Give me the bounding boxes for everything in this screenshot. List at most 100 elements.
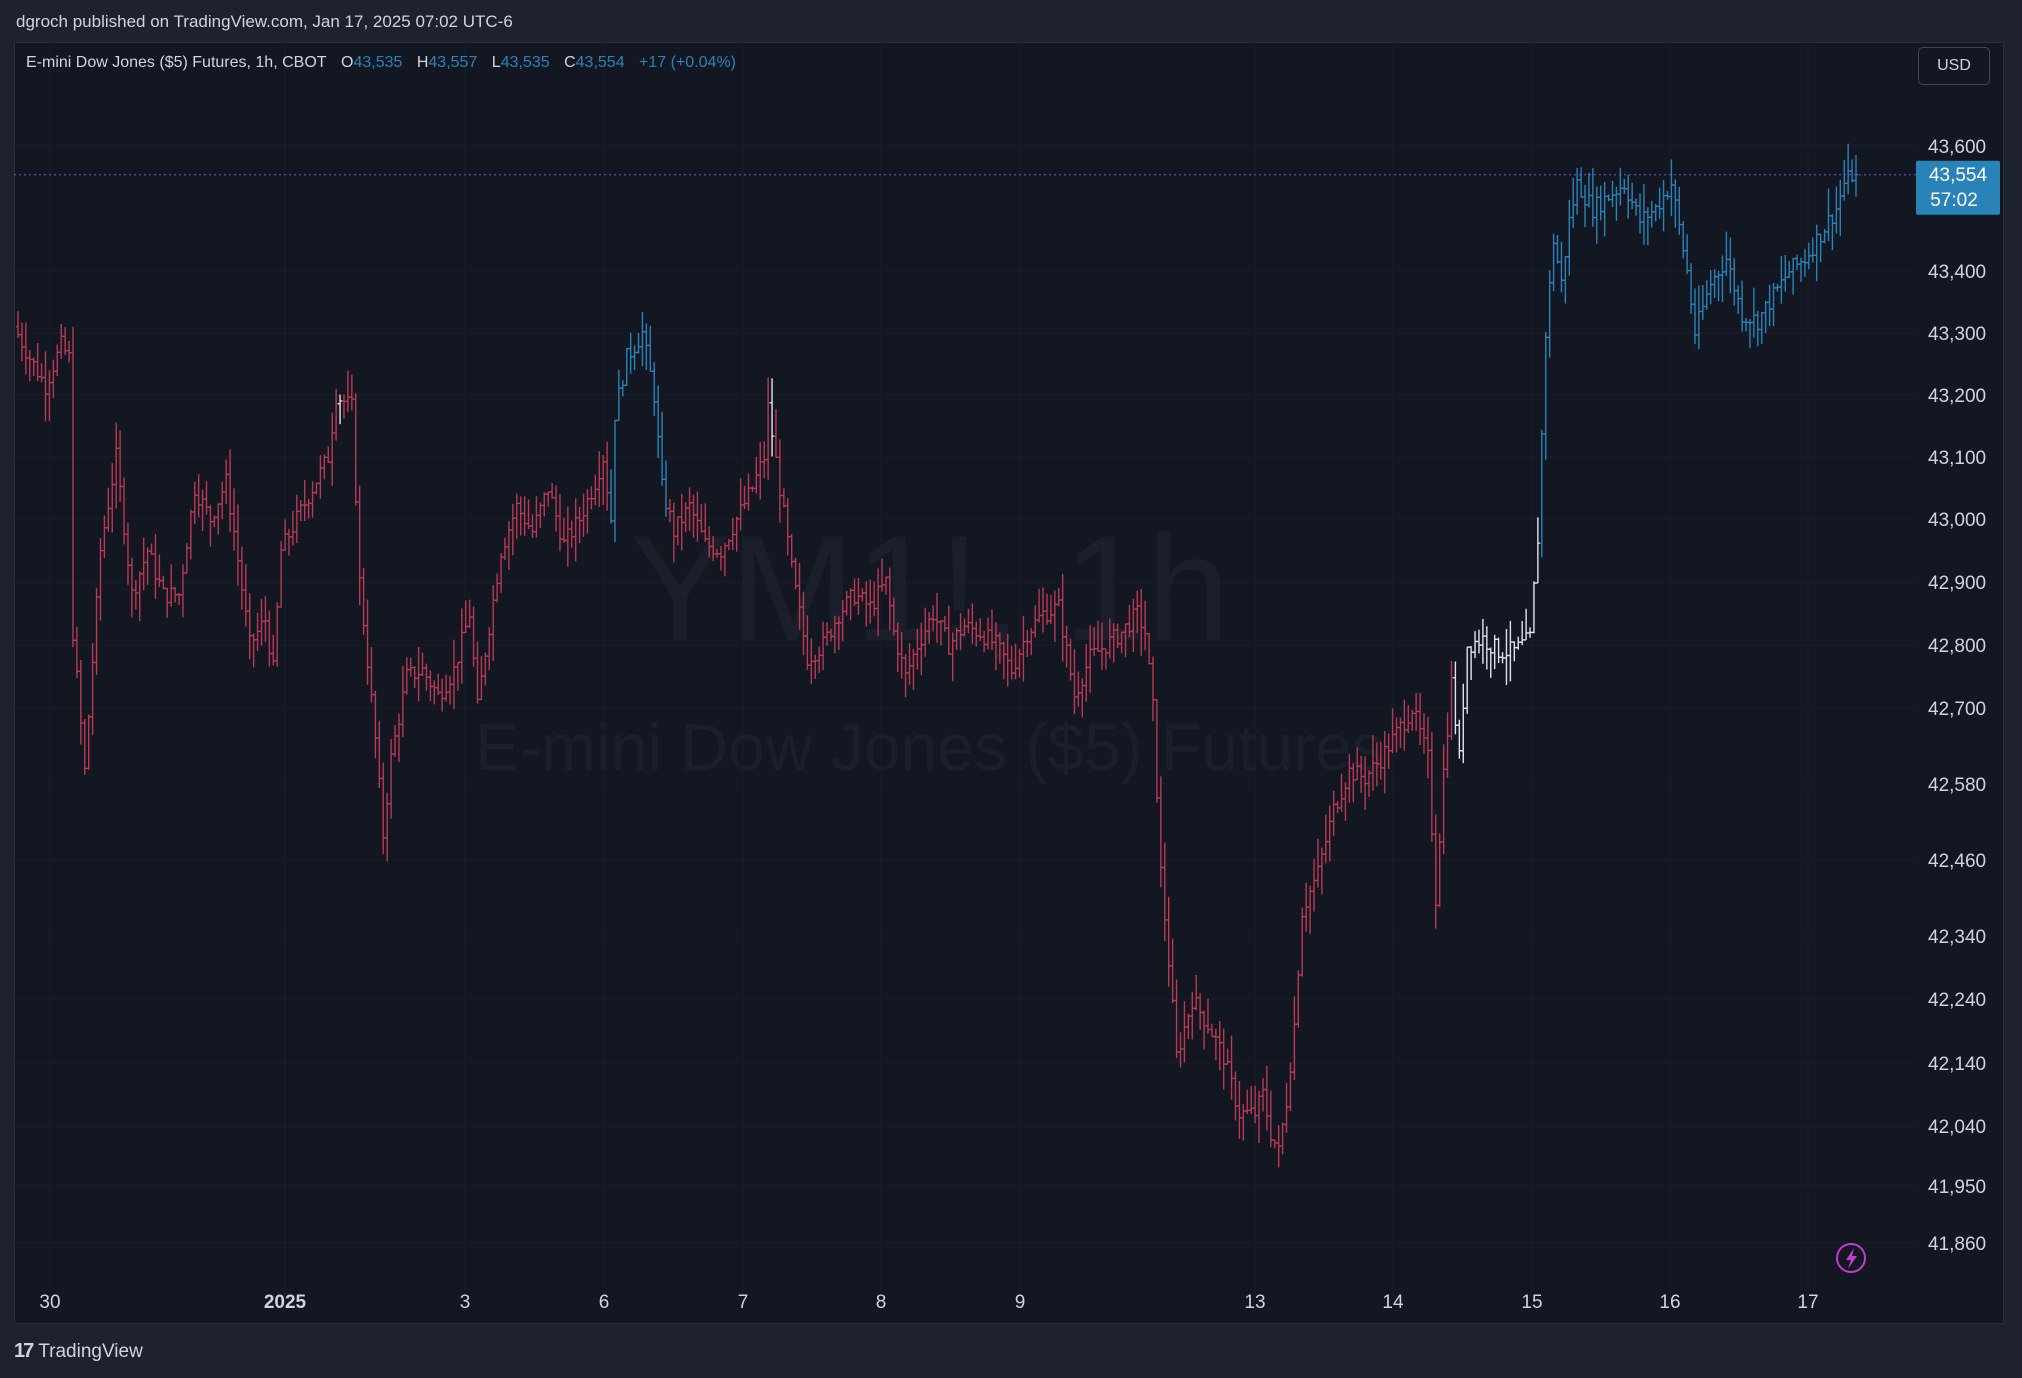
tradingview-logo[interactable]: 17 TradingView bbox=[14, 1340, 143, 1363]
ohlc-bar bbox=[1233, 1071, 1238, 1121]
ohlc-bar bbox=[1720, 255, 1725, 302]
ohlc-bar bbox=[282, 519, 288, 551]
time-tick-label: 3 bbox=[460, 1292, 471, 1313]
ohlc-bar bbox=[188, 509, 194, 560]
ohlc-bar bbox=[1158, 776, 1164, 888]
ohlc-bar bbox=[608, 469, 614, 524]
chart-pane[interactable] bbox=[14, 42, 2004, 1324]
ohlc-bar bbox=[82, 719, 87, 775]
ohlc-bar bbox=[137, 571, 142, 621]
ohlc-bar bbox=[98, 538, 103, 621]
ohlc-bar bbox=[569, 520, 574, 548]
ohlc-bar bbox=[1641, 184, 1647, 245]
ohlc-bar bbox=[275, 602, 280, 667]
ohlc-bar bbox=[184, 543, 190, 574]
ohlc-bar bbox=[1076, 671, 1081, 707]
ohlc-bar bbox=[15, 311, 21, 338]
lightning-icon[interactable] bbox=[1836, 1243, 1866, 1273]
ohlc-bar bbox=[106, 487, 111, 532]
ohlc-bar bbox=[251, 633, 256, 668]
ohlc-bar bbox=[223, 459, 229, 504]
ohlc-bar bbox=[310, 481, 315, 518]
ohlc-bar bbox=[1535, 517, 1541, 584]
ohlc-bar bbox=[1822, 229, 1827, 244]
ohlc-bar bbox=[1606, 194, 1611, 202]
ohlc-bar bbox=[1783, 255, 1788, 292]
ohlc-bar bbox=[31, 357, 36, 376]
ohlc-bar bbox=[286, 528, 292, 556]
ohlc-bar bbox=[1201, 1010, 1207, 1050]
ohlc-bar bbox=[1834, 186, 1839, 234]
price-tick-label: 43,600 bbox=[1928, 137, 1986, 158]
ohlc-bar bbox=[35, 343, 40, 382]
ohlc-bar bbox=[125, 523, 131, 585]
ohlc-bar bbox=[1213, 1028, 1219, 1061]
price-label-countdown: 57:02 bbox=[1930, 190, 1978, 211]
ohlc-bar bbox=[1732, 258, 1737, 306]
ohlc-bar bbox=[172, 586, 178, 603]
ohlc-bar bbox=[117, 430, 123, 502]
ohlc-bar bbox=[1586, 172, 1592, 208]
ohlc-bar bbox=[416, 646, 421, 702]
time-tick-label: 30 bbox=[39, 1292, 60, 1313]
ohlc-bar bbox=[514, 493, 519, 540]
top-bar: dgroch published on TradingView.com, Jan… bbox=[0, 0, 2022, 42]
ohlc-bar bbox=[1602, 181, 1607, 237]
ohlc-bar bbox=[1704, 280, 1709, 310]
ohlc-bar bbox=[1504, 628, 1509, 686]
ohlc-bar bbox=[369, 647, 374, 703]
ohlc-bar bbox=[23, 322, 29, 375]
ohlc-bar bbox=[180, 564, 186, 618]
price-tick-label: 41,950 bbox=[1928, 1177, 1986, 1198]
ohlc-bar bbox=[322, 454, 327, 480]
ohlc-bar bbox=[329, 412, 335, 486]
ohlc-bar bbox=[1700, 285, 1706, 320]
ohlc-bar bbox=[381, 762, 386, 854]
legend-open-value: 43,535 bbox=[353, 54, 403, 71]
ohlc-bar bbox=[404, 657, 410, 695]
ohlc-bar bbox=[557, 494, 563, 552]
price-tick-label: 43,100 bbox=[1928, 448, 1986, 469]
ohlc-bar bbox=[90, 643, 95, 736]
ohlc-bar bbox=[420, 652, 425, 677]
time-tick-label: 9 bbox=[1015, 1292, 1026, 1313]
ohlc-bar bbox=[1755, 310, 1761, 347]
ohlc-bar bbox=[1657, 187, 1662, 219]
published-caption: dgroch published on TradingView.com, Jan… bbox=[16, 12, 513, 31]
ohlc-bar bbox=[231, 488, 237, 551]
ohlc-bar bbox=[1779, 256, 1784, 304]
ohlc-bar bbox=[271, 634, 276, 666]
legend-low-value: 43,535 bbox=[500, 54, 550, 71]
ohlc-bar bbox=[1292, 996, 1297, 1081]
ohlc-bar bbox=[1500, 652, 1505, 664]
ohlc-bar bbox=[589, 486, 594, 510]
ohlc-bar bbox=[1174, 979, 1179, 1059]
ohlc-bar bbox=[235, 504, 241, 586]
ohlc-bar bbox=[432, 680, 437, 705]
ohlc-bar bbox=[467, 599, 472, 629]
ohlc-bar bbox=[565, 506, 571, 567]
ohlc-bar bbox=[1319, 847, 1325, 895]
ohlc-bar bbox=[1445, 712, 1450, 779]
ohlc-bar bbox=[659, 411, 665, 486]
ohlc-bar bbox=[1661, 179, 1666, 232]
ohlc-bar bbox=[1425, 716, 1431, 779]
ohlc-bar bbox=[502, 537, 508, 561]
legend-symbol[interactable]: E-mini Dow Jones ($5) Futures, 1h, CBOT bbox=[26, 54, 327, 71]
ohlc-bar bbox=[153, 533, 158, 599]
ohlc-bar bbox=[168, 564, 174, 607]
price-bars bbox=[15, 143, 1859, 1168]
currency-button[interactable]: USD bbox=[1918, 47, 1990, 85]
ohlc-bar bbox=[471, 606, 476, 667]
ohlc-bar bbox=[1830, 213, 1835, 251]
bottom-bar bbox=[0, 1324, 2022, 1378]
price-tick-label: 42,900 bbox=[1928, 573, 1986, 594]
ohlc-bar bbox=[1429, 731, 1435, 842]
ohlc-bar bbox=[1747, 318, 1753, 349]
price-label: 43,554 57:02 bbox=[1916, 160, 2000, 215]
ohlc-bar bbox=[773, 408, 779, 459]
ohlc-bar bbox=[1728, 237, 1733, 294]
ohlc-bar bbox=[1849, 159, 1855, 183]
ohlc-bar bbox=[491, 585, 496, 662]
